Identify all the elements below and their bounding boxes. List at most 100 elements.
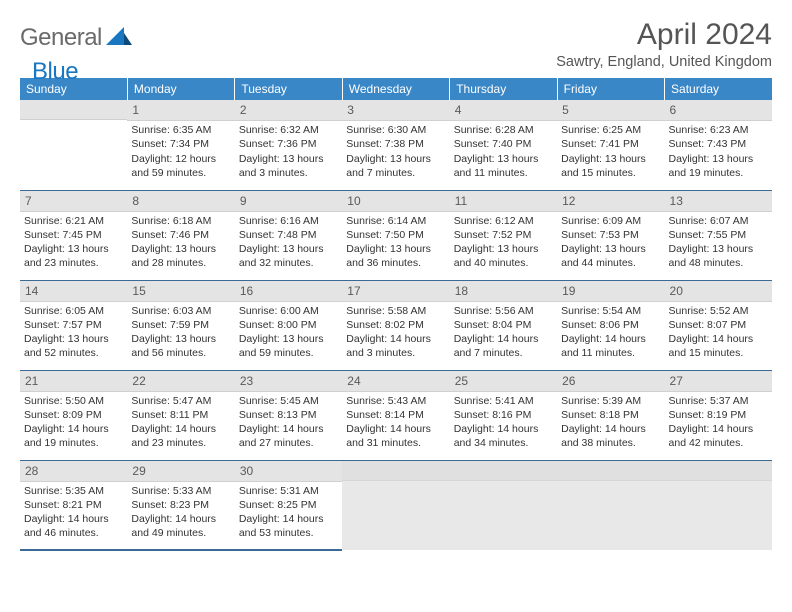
sunrise-line: Sunrise: 5:41 AM bbox=[454, 394, 553, 408]
sunrise-line: Sunrise: 5:50 AM bbox=[24, 394, 123, 408]
sunrise-line: Sunrise: 5:47 AM bbox=[131, 394, 230, 408]
brand-triangle-icon bbox=[106, 27, 132, 50]
day-number: 18 bbox=[450, 281, 557, 302]
sunset-line: Sunset: 7:40 PM bbox=[454, 137, 553, 151]
sunset-line: Sunset: 8:09 PM bbox=[24, 408, 123, 422]
sunset-line: Sunset: 8:25 PM bbox=[239, 498, 338, 512]
daylight-line: Daylight: 13 hours and 28 minutes. bbox=[131, 242, 230, 270]
sunrise-line: Sunrise: 6:05 AM bbox=[24, 304, 123, 318]
calendar-cell: 9Sunrise: 6:16 AMSunset: 7:48 PMDaylight… bbox=[235, 190, 342, 280]
calendar-cell: 2Sunrise: 6:32 AMSunset: 7:36 PMDaylight… bbox=[235, 100, 342, 190]
sunset-line: Sunset: 7:50 PM bbox=[346, 228, 445, 242]
calendar-cell: 20Sunrise: 5:52 AMSunset: 8:07 PMDayligh… bbox=[665, 280, 772, 370]
sunset-line: Sunset: 8:04 PM bbox=[454, 318, 553, 332]
day-number: 17 bbox=[342, 281, 449, 302]
daylight-line: Daylight: 13 hours and 48 minutes. bbox=[669, 242, 768, 270]
brand-text-1: General bbox=[20, 24, 102, 52]
weekday-header: Friday bbox=[557, 78, 664, 100]
day-number: 25 bbox=[450, 371, 557, 392]
daylight-line: Daylight: 14 hours and 53 minutes. bbox=[239, 512, 338, 540]
calendar-cell: 25Sunrise: 5:41 AMSunset: 8:16 PMDayligh… bbox=[450, 370, 557, 460]
day-number: 7 bbox=[20, 191, 127, 212]
daylight-line: Daylight: 13 hours and 59 minutes. bbox=[239, 332, 338, 360]
calendar-cell: 28Sunrise: 5:35 AMSunset: 8:21 PMDayligh… bbox=[20, 460, 127, 550]
sunrise-line: Sunrise: 6:35 AM bbox=[131, 123, 230, 137]
sunrise-line: Sunrise: 6:23 AM bbox=[669, 123, 768, 137]
sunset-line: Sunset: 7:57 PM bbox=[24, 318, 123, 332]
sunrise-line: Sunrise: 6:25 AM bbox=[561, 123, 660, 137]
calendar-cell: 10Sunrise: 6:14 AMSunset: 7:50 PMDayligh… bbox=[342, 190, 449, 280]
calendar-body: 1Sunrise: 6:35 AMSunset: 7:34 PMDaylight… bbox=[20, 100, 772, 550]
day-info: Sunrise: 6:05 AMSunset: 7:57 PMDaylight:… bbox=[24, 304, 123, 361]
weekday-header: Wednesday bbox=[342, 78, 449, 100]
day-info: Sunrise: 6:00 AMSunset: 8:00 PMDaylight:… bbox=[239, 304, 338, 361]
day-info: Sunrise: 5:35 AMSunset: 8:21 PMDaylight:… bbox=[24, 484, 123, 541]
calendar-cell: 11Sunrise: 6:12 AMSunset: 7:52 PMDayligh… bbox=[450, 190, 557, 280]
calendar-cell: 22Sunrise: 5:47 AMSunset: 8:11 PMDayligh… bbox=[127, 370, 234, 460]
sunset-line: Sunset: 8:02 PM bbox=[346, 318, 445, 332]
sunset-line: Sunset: 8:13 PM bbox=[239, 408, 338, 422]
calendar-cell: 21Sunrise: 5:50 AMSunset: 8:09 PMDayligh… bbox=[20, 370, 127, 460]
day-number: 12 bbox=[557, 191, 664, 212]
day-number: 21 bbox=[20, 371, 127, 392]
day-number: 26 bbox=[557, 371, 664, 392]
day-number: 5 bbox=[557, 100, 664, 121]
day-number: 14 bbox=[20, 281, 127, 302]
day-number: 23 bbox=[235, 371, 342, 392]
day-number: 9 bbox=[235, 191, 342, 212]
day-info: Sunrise: 6:09 AMSunset: 7:53 PMDaylight:… bbox=[561, 214, 660, 271]
day-info: Sunrise: 5:33 AMSunset: 8:23 PMDaylight:… bbox=[131, 484, 230, 541]
sunset-line: Sunset: 8:16 PM bbox=[454, 408, 553, 422]
sunset-line: Sunset: 8:00 PM bbox=[239, 318, 338, 332]
day-number: 4 bbox=[450, 100, 557, 121]
calendar-cell bbox=[557, 460, 664, 550]
daylight-line: Daylight: 14 hours and 46 minutes. bbox=[24, 512, 123, 540]
sunset-line: Sunset: 8:07 PM bbox=[669, 318, 768, 332]
day-info: Sunrise: 6:23 AMSunset: 7:43 PMDaylight:… bbox=[669, 123, 768, 180]
sunset-line: Sunset: 8:06 PM bbox=[561, 318, 660, 332]
sunrise-line: Sunrise: 5:52 AM bbox=[669, 304, 768, 318]
sunrise-line: Sunrise: 5:39 AM bbox=[561, 394, 660, 408]
daylight-line: Daylight: 14 hours and 15 minutes. bbox=[669, 332, 768, 360]
calendar-cell: 15Sunrise: 6:03 AMSunset: 7:59 PMDayligh… bbox=[127, 280, 234, 370]
daylight-line: Daylight: 14 hours and 7 minutes. bbox=[454, 332, 553, 360]
sunset-line: Sunset: 8:21 PM bbox=[24, 498, 123, 512]
daylight-line: Daylight: 13 hours and 40 minutes. bbox=[454, 242, 553, 270]
daylight-line: Daylight: 13 hours and 19 minutes. bbox=[669, 152, 768, 180]
day-info: Sunrise: 5:39 AMSunset: 8:18 PMDaylight:… bbox=[561, 394, 660, 451]
calendar-page: General April 2024 Sawtry, England, Unit… bbox=[0, 0, 792, 561]
calendar-cell: 30Sunrise: 5:31 AMSunset: 8:25 PMDayligh… bbox=[235, 460, 342, 550]
sunrise-line: Sunrise: 6:30 AM bbox=[346, 123, 445, 137]
calendar-cell bbox=[20, 100, 127, 190]
page-header: General April 2024 Sawtry, England, Unit… bbox=[20, 18, 772, 70]
sunrise-line: Sunrise: 5:43 AM bbox=[346, 394, 445, 408]
sunrise-line: Sunrise: 5:56 AM bbox=[454, 304, 553, 318]
daynum-blank bbox=[20, 100, 127, 120]
sunrise-line: Sunrise: 6:21 AM bbox=[24, 214, 123, 228]
day-number: 15 bbox=[127, 281, 234, 302]
daylight-line: Daylight: 14 hours and 11 minutes. bbox=[561, 332, 660, 360]
day-info: Sunrise: 5:31 AMSunset: 8:25 PMDaylight:… bbox=[239, 484, 338, 541]
sunrise-line: Sunrise: 6:14 AM bbox=[346, 214, 445, 228]
day-info: Sunrise: 5:37 AMSunset: 8:19 PMDaylight:… bbox=[669, 394, 768, 451]
day-number: 24 bbox=[342, 371, 449, 392]
day-number: 11 bbox=[450, 191, 557, 212]
sunset-line: Sunset: 7:34 PM bbox=[131, 137, 230, 151]
sunset-line: Sunset: 7:52 PM bbox=[454, 228, 553, 242]
sunset-line: Sunset: 7:41 PM bbox=[561, 137, 660, 151]
sunrise-line: Sunrise: 6:28 AM bbox=[454, 123, 553, 137]
calendar-row: 14Sunrise: 6:05 AMSunset: 7:57 PMDayligh… bbox=[20, 280, 772, 370]
day-info: Sunrise: 6:30 AMSunset: 7:38 PMDaylight:… bbox=[346, 123, 445, 180]
day-info: Sunrise: 5:54 AMSunset: 8:06 PMDaylight:… bbox=[561, 304, 660, 361]
day-info: Sunrise: 6:16 AMSunset: 7:48 PMDaylight:… bbox=[239, 214, 338, 271]
daylight-line: Daylight: 13 hours and 32 minutes. bbox=[239, 242, 338, 270]
calendar-cell: 16Sunrise: 6:00 AMSunset: 8:00 PMDayligh… bbox=[235, 280, 342, 370]
daylight-line: Daylight: 12 hours and 59 minutes. bbox=[131, 152, 230, 180]
day-info: Sunrise: 5:45 AMSunset: 8:13 PMDaylight:… bbox=[239, 394, 338, 451]
calendar-cell: 13Sunrise: 6:07 AMSunset: 7:55 PMDayligh… bbox=[665, 190, 772, 280]
calendar-cell: 14Sunrise: 6:05 AMSunset: 7:57 PMDayligh… bbox=[20, 280, 127, 370]
day-info: Sunrise: 6:21 AMSunset: 7:45 PMDaylight:… bbox=[24, 214, 123, 271]
sunrise-line: Sunrise: 5:35 AM bbox=[24, 484, 123, 498]
calendar-cell: 1Sunrise: 6:35 AMSunset: 7:34 PMDaylight… bbox=[127, 100, 234, 190]
calendar-cell: 17Sunrise: 5:58 AMSunset: 8:02 PMDayligh… bbox=[342, 280, 449, 370]
